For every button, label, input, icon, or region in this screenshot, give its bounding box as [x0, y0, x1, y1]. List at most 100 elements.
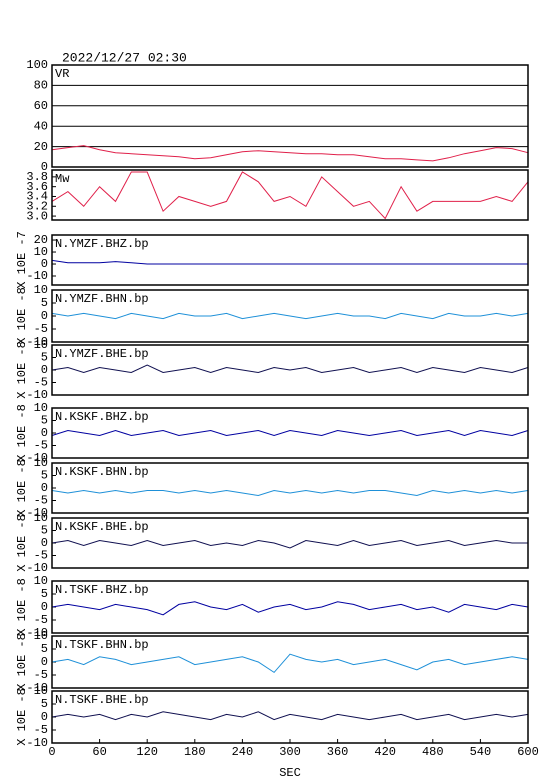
y-tick-label: 3.6	[26, 180, 48, 194]
x-tick-label: 180	[184, 745, 206, 759]
panel-label: N.YMZF.BHE.bp	[55, 347, 149, 361]
panel-frame	[51, 407, 529, 459]
y-axis-label: X 10E -8	[15, 633, 29, 691]
trace	[51, 539, 528, 549]
trace	[51, 259, 528, 265]
y-tick-label: -10	[26, 626, 48, 640]
y-tick-label: -5	[34, 723, 48, 737]
y-tick-label: -5	[34, 494, 48, 508]
y-tick-label: 10	[34, 684, 48, 698]
y-axis-label: X 10E -8	[15, 287, 29, 345]
y-tick-label: 10	[34, 401, 48, 415]
y-tick-label: 10	[34, 245, 48, 259]
y-tick-label: 3.8	[26, 170, 48, 184]
x-tick-label: 480	[422, 745, 444, 759]
trace	[51, 429, 529, 437]
panel-label: N.KSKF.BHE.bp	[55, 520, 149, 534]
y-tick-label: 5	[41, 642, 48, 656]
y-tick-label: 10	[34, 338, 48, 352]
x-tick-label: 120	[136, 745, 158, 759]
y-axis-label: X 10E -8	[15, 404, 29, 462]
y-tick-label: 5	[41, 351, 48, 365]
panel-label: N.KSKF.BHN.bp	[55, 465, 149, 479]
y-tick-label: 5	[41, 587, 48, 601]
y-tick-label: 10	[34, 574, 48, 588]
y-tick-label: 0	[41, 655, 48, 669]
panel-label: N.YMZF.BHZ.bp	[55, 237, 149, 251]
y-tick-label: 40	[34, 119, 48, 133]
y-tick-label: -10	[26, 335, 48, 349]
y-tick-label: 0	[41, 257, 48, 271]
y-tick-label: 0	[41, 710, 48, 724]
y-tick-label: -10	[26, 269, 48, 283]
x-tick-label: 420	[374, 745, 396, 759]
trace	[51, 711, 529, 721]
y-tick-label: -5	[34, 322, 48, 336]
y-tick-label: 5	[41, 697, 48, 711]
x-tick-label: 540	[470, 745, 492, 759]
chart-title: 2022/12/27 02:30	[62, 50, 187, 65]
y-tick-label: 0	[41, 536, 48, 550]
panel-label: N.TSKF.BHN.bp	[55, 638, 149, 652]
trace	[51, 653, 529, 674]
panel-label: Mw	[55, 172, 70, 186]
panel-frame	[51, 635, 529, 689]
panel-frame	[51, 234, 529, 286]
y-axis-label: X 10E -8	[15, 578, 29, 636]
panel-frame	[51, 462, 529, 514]
x-axis-label: SEC	[279, 766, 301, 780]
panel-label: N.TSKF.BHZ.bp	[55, 583, 149, 597]
y-tick-label: -10	[26, 681, 48, 695]
y-tick-label: 10	[34, 511, 48, 525]
trace	[51, 312, 529, 320]
y-tick-label: 0	[41, 160, 48, 174]
panel-frame	[51, 344, 529, 396]
y-tick-label: -10	[26, 506, 48, 520]
y-tick-label: 3.0	[26, 209, 48, 223]
y-axis-label: X 10E -8	[15, 514, 29, 572]
panel-label: N.TSKF.BHE.bp	[55, 693, 149, 707]
y-tick-label: 60	[34, 99, 48, 113]
y-axis-label: X 10E -8	[15, 459, 29, 517]
y-tick-label: 3.2	[26, 199, 48, 213]
y-tick-label: -10	[26, 388, 48, 402]
x-tick-label: 60	[92, 745, 106, 759]
y-tick-label: -5	[34, 439, 48, 453]
x-tick-label: 0	[48, 745, 55, 759]
y-tick-label: 0	[41, 481, 48, 495]
x-tick-label: 300	[279, 745, 301, 759]
panel-frame	[51, 169, 529, 221]
trace	[51, 171, 529, 220]
x-tick-label: 600	[517, 745, 539, 759]
y-tick-label: 100	[26, 58, 48, 72]
y-tick-label: 20	[34, 233, 48, 247]
y-tick-label: -5	[34, 668, 48, 682]
y-tick-label: 0	[41, 426, 48, 440]
y-axis-label: X 10E -7	[15, 231, 29, 289]
panel-frame	[51, 517, 529, 569]
y-tick-label: -10	[26, 561, 48, 575]
panel-frame	[51, 289, 529, 343]
y-tick-label: 5	[41, 414, 48, 428]
y-tick-label: 80	[34, 79, 48, 93]
y-tick-label: -5	[34, 549, 48, 563]
y-tick-label: 10	[34, 283, 48, 297]
y-tick-label: 0	[41, 309, 48, 323]
panel-label: VR	[55, 67, 69, 81]
y-axis-label: X 10E -8	[15, 688, 29, 746]
y-tick-label: 5	[41, 469, 48, 483]
y-tick-label: 3.4	[26, 190, 48, 204]
y-tick-label: 20	[34, 140, 48, 154]
panel-frame	[51, 64, 529, 168]
y-tick-label: 5	[41, 524, 48, 538]
trace	[51, 145, 529, 162]
trace	[51, 489, 529, 497]
y-tick-label: 10	[34, 456, 48, 470]
trace	[51, 601, 529, 616]
y-tick-label: 0	[41, 600, 48, 614]
y-tick-label: -10	[26, 736, 48, 750]
trace	[51, 364, 529, 374]
y-tick-label: 0	[41, 363, 48, 377]
